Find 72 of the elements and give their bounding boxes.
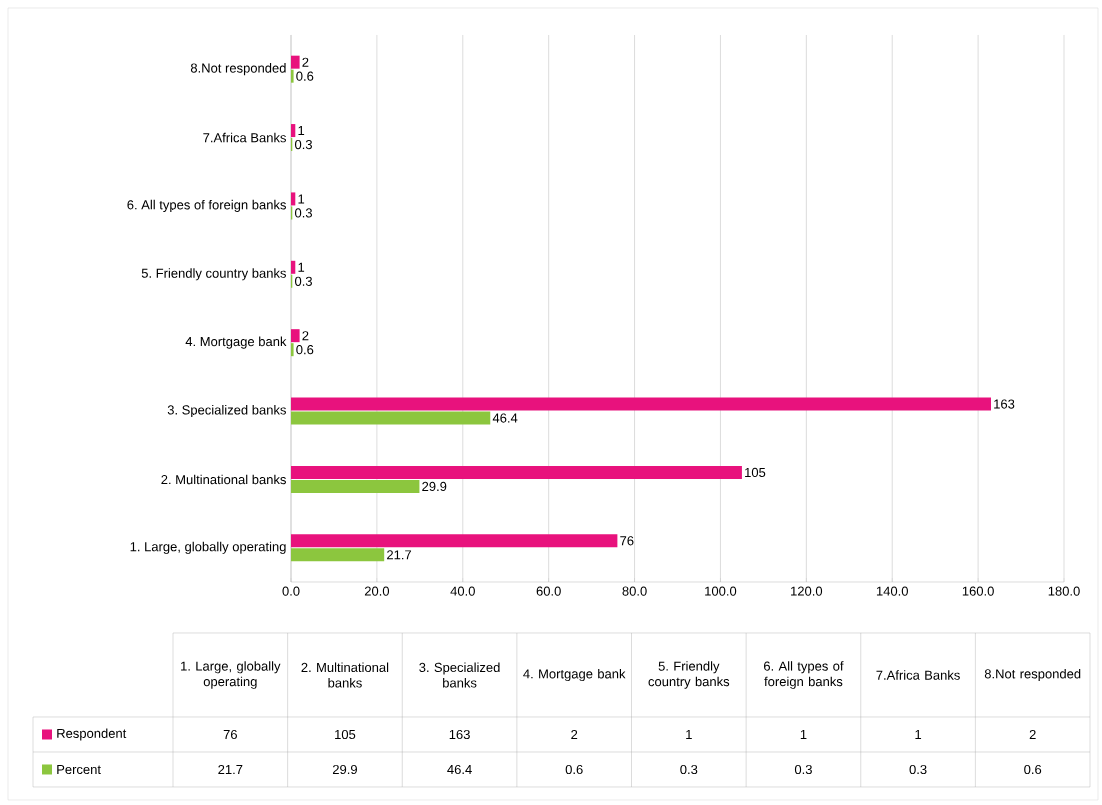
bar <box>291 548 385 562</box>
data-label: 105 <box>745 467 766 478</box>
legend-label: Percent <box>57 764 101 775</box>
category-label: 2. Multinational banks <box>301 662 389 688</box>
x-tick-label: 40.0 <box>450 586 475 596</box>
data-label: 2 <box>302 57 309 67</box>
category-label: 8.Not responded <box>984 668 1081 682</box>
data-label: 1 <box>915 730 922 739</box>
data-label: 46.4 <box>492 413 518 423</box>
bar <box>291 260 296 274</box>
x-tick-label: 180.0 <box>1048 586 1080 596</box>
data-label: 0.3 <box>295 139 312 150</box>
data-label: 0.3 <box>295 208 312 218</box>
y-tick-label: 2. Multinational banks <box>161 474 286 485</box>
data-label: 0.6 <box>296 71 314 81</box>
x-tick-label: 120.0 <box>791 586 823 596</box>
data-label: 29.9 <box>332 764 357 775</box>
y-tick-label: 7.Africa Banks <box>203 132 286 143</box>
data-label: 0.6 <box>1024 764 1042 775</box>
x-tick-label: 20.0 <box>364 586 390 596</box>
data-label: 1 <box>800 730 807 739</box>
bar <box>291 397 991 411</box>
legend-label: Respondent <box>57 728 127 741</box>
category-label: 3. Specialized banks <box>419 662 500 688</box>
data-label: 1 <box>686 730 692 739</box>
data-label: 21.7 <box>387 550 412 560</box>
data-label: 46.4 <box>447 764 472 775</box>
data-label: 21.7 <box>218 764 243 775</box>
data-label: 76 <box>620 536 634 546</box>
bar <box>291 411 491 425</box>
data-label: 0.3 <box>794 764 812 775</box>
data-label: 2 <box>302 331 309 341</box>
data-label: 0.3 <box>295 276 312 286</box>
data-label: 0.3 <box>909 764 927 775</box>
data-label: 1 <box>298 126 305 136</box>
data-label: 0.6 <box>296 345 314 355</box>
bar <box>291 124 296 138</box>
category-label: 7.Africa Banks <box>876 670 960 680</box>
bar <box>291 534 618 548</box>
data-label: 76 <box>223 729 237 740</box>
x-tick-label: 160.0 <box>962 586 994 596</box>
bar <box>291 465 742 479</box>
category-label: 6. All types of foreign banks <box>764 661 844 689</box>
y-tick-label: 3. Specialized banks <box>167 404 286 418</box>
x-tick-label: 60.0 <box>536 586 561 596</box>
x-tick-label: 100.0 <box>705 586 737 596</box>
y-tick-label: 5. Friendly country banks <box>141 268 286 281</box>
y-tick-label: 4. Mortgage bank <box>185 336 287 349</box>
data-label: 0.3 <box>680 764 698 775</box>
data-label: 105 <box>335 729 356 740</box>
data-label: 29.9 <box>422 481 447 492</box>
y-tick-label: 1. Large, globally operating <box>130 541 286 554</box>
bar <box>291 479 420 493</box>
x-tick-label: 140.0 <box>876 586 908 596</box>
y-tick-label: 6. All types of foreign banks <box>127 199 286 212</box>
y-tick-label: 8.Not responded <box>190 63 286 76</box>
bar <box>291 192 296 206</box>
data-label: 1 <box>298 262 305 272</box>
category-label: 4. Mortgage bank <box>523 668 626 682</box>
bar <box>291 329 300 343</box>
category-label: 5. Friendly country banks <box>648 661 730 689</box>
data-label: 0.6 <box>565 764 583 775</box>
x-tick-label: 80.0 <box>622 586 647 596</box>
data-label: 2 <box>571 729 578 740</box>
data-label: 163 <box>449 729 470 740</box>
bar <box>291 69 294 83</box>
data-label: 2 <box>1029 729 1036 740</box>
data-label: 163 <box>994 399 1015 409</box>
x-tick-label: 0.0 <box>282 586 300 596</box>
bar <box>291 55 300 69</box>
bar <box>291 343 294 357</box>
data-label: 1 <box>298 194 305 204</box>
